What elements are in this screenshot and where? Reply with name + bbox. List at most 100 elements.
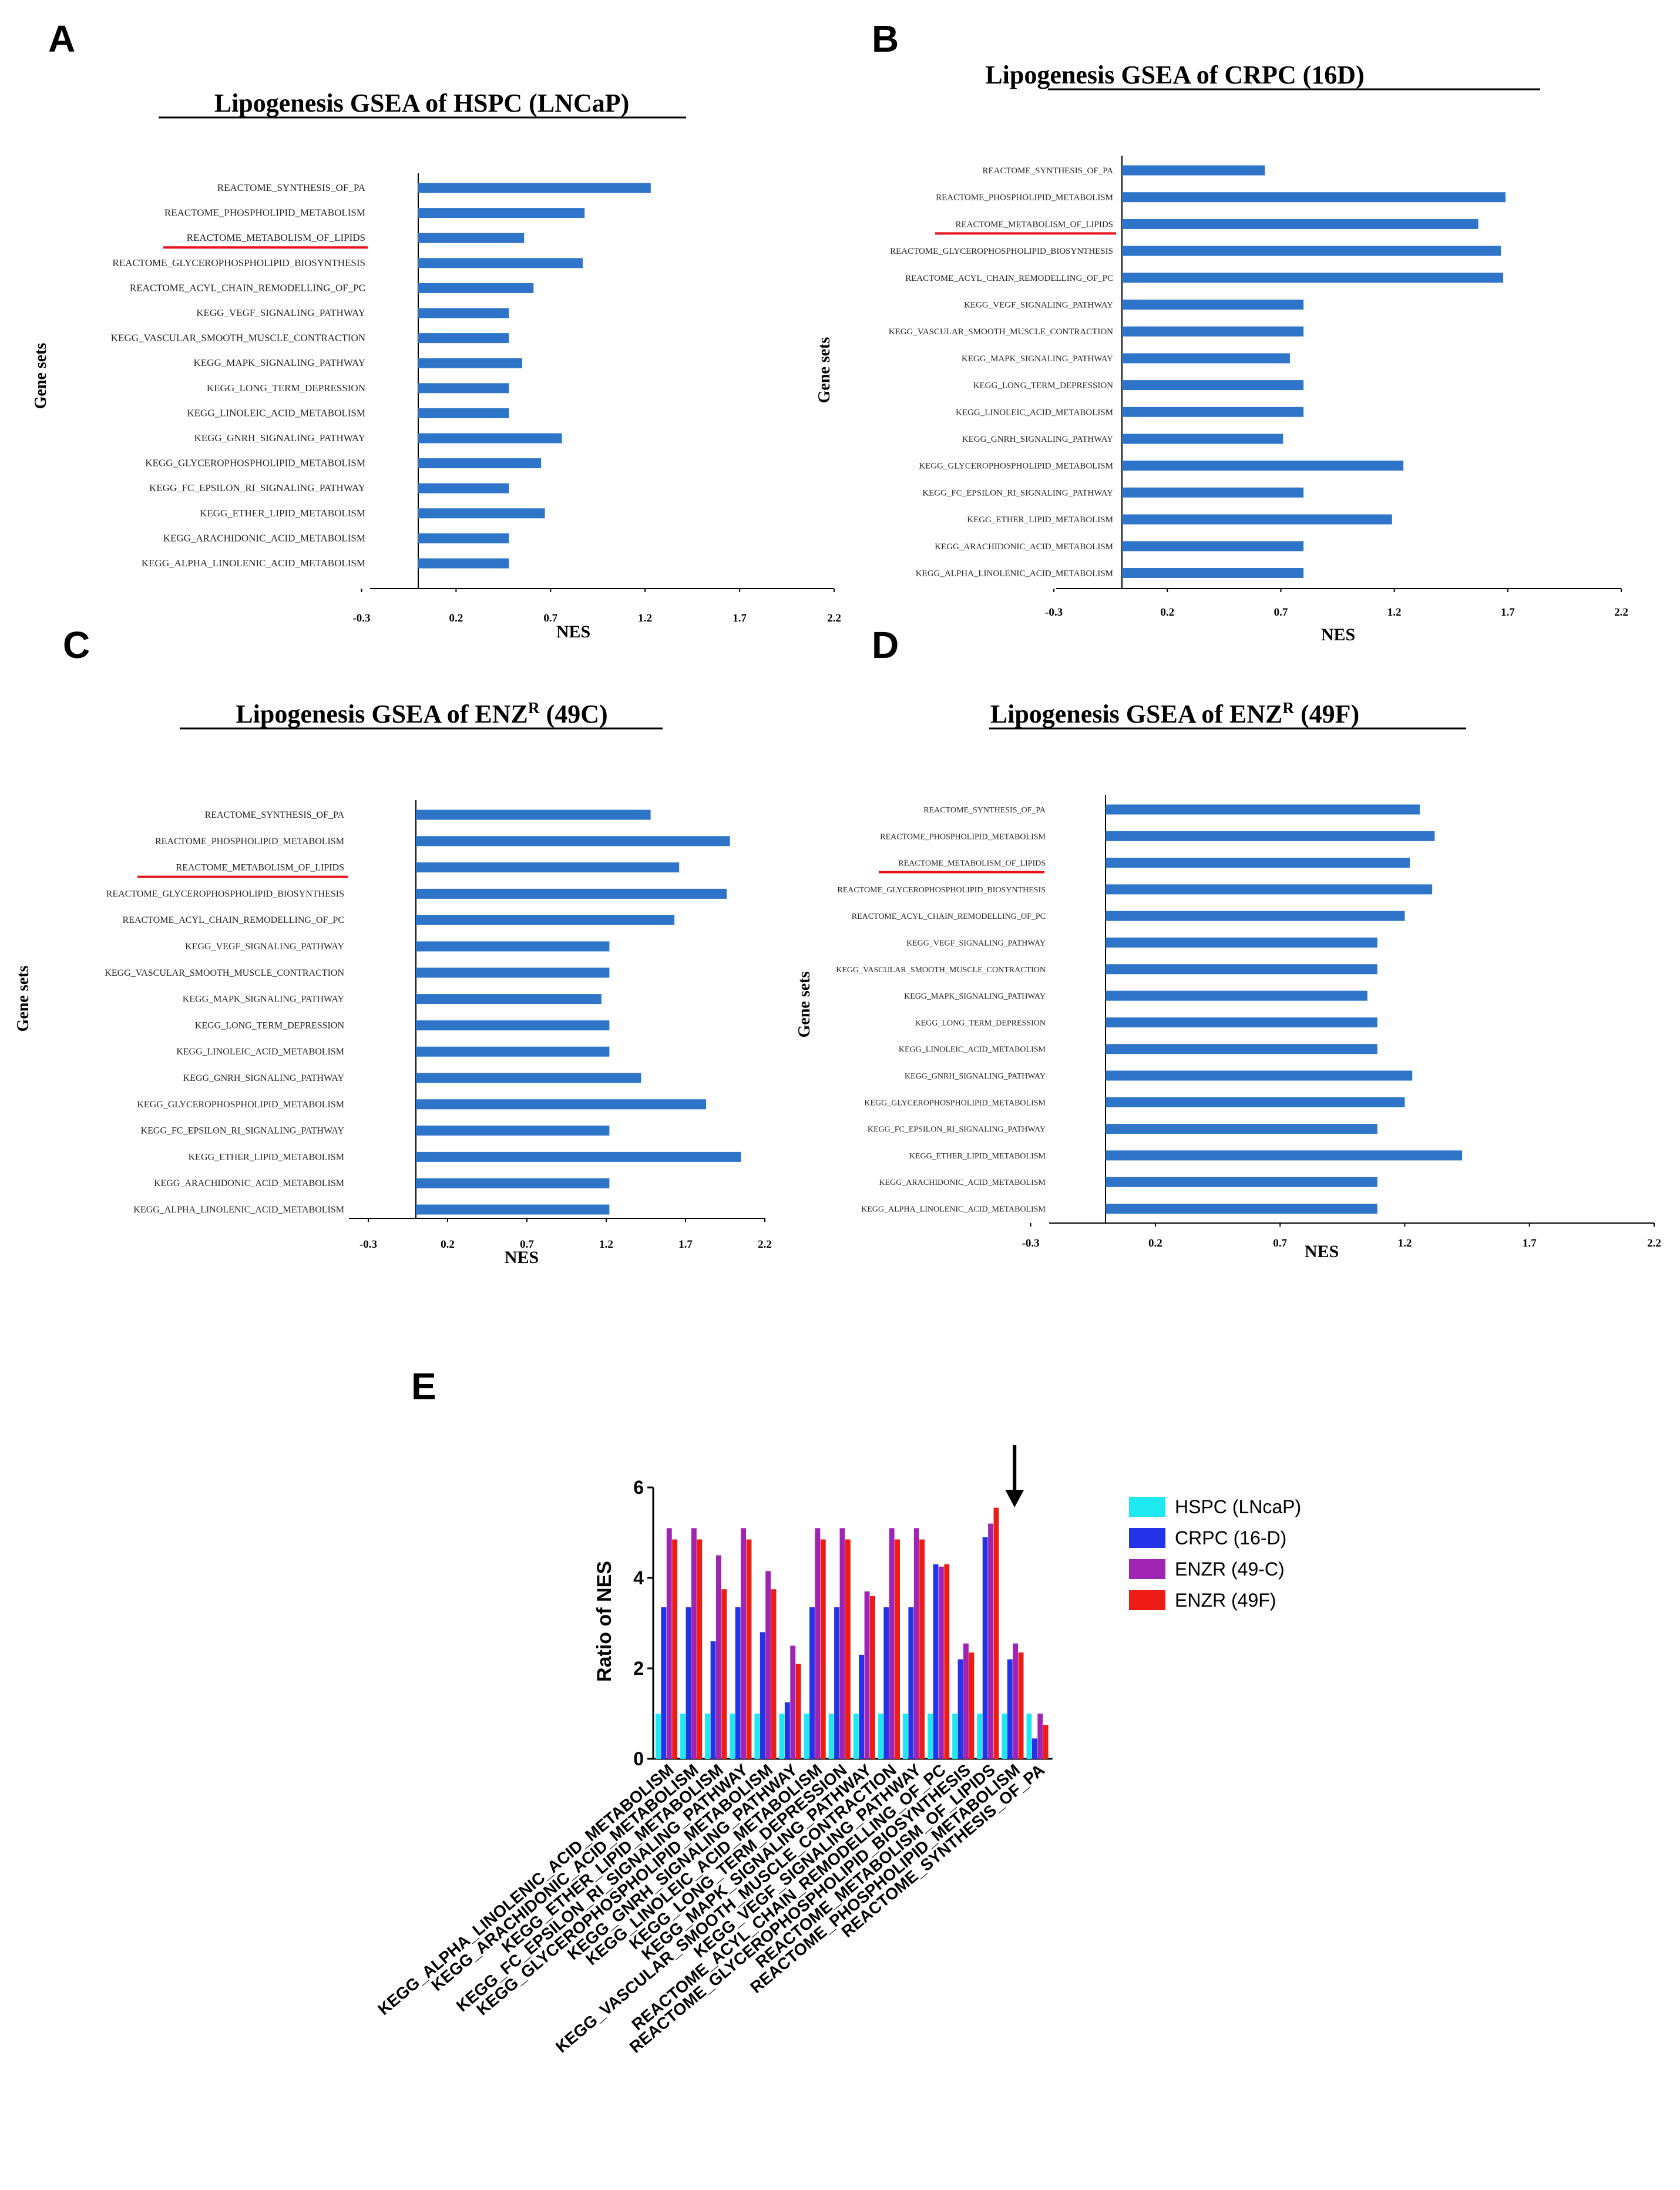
- title-part: Lipogenesis GSEA of CRPC (16D): [985, 61, 1364, 89]
- title-part: Lipogenesis GSEA of ENZ: [990, 700, 1283, 728]
- category-label: KEGG_GLYCEROPHOSPHOLIPID_METABOLISM: [864, 1099, 1046, 1107]
- category-label: KEGG_ETHER_LIPID_METABOLISM: [200, 508, 365, 519]
- category-label: KEGG_VASCULAR_SMOOTH_MUSCLE_CONTRACTION: [836, 966, 1046, 975]
- bar: [784, 1702, 790, 1759]
- bar: [1122, 541, 1304, 552]
- bar: [1106, 884, 1433, 895]
- bar: [820, 1539, 826, 1759]
- x-tick-label: 2.2: [1647, 1237, 1661, 1249]
- bar: [779, 1714, 785, 1759]
- category-label: REACTOME_SYNTHESIS_OF_PA: [205, 810, 345, 820]
- panel-letter: E: [411, 1365, 436, 1408]
- bar: [730, 1714, 735, 1759]
- bar: [1106, 1177, 1377, 1187]
- category-label: KEGG_GLYCEROPHOSPHOLIPID_METABOLISM: [919, 462, 1113, 471]
- bar: [1122, 353, 1290, 364]
- category-label: KEGG_LONG_TERM_DEPRESSION: [195, 1020, 345, 1030]
- bar: [878, 1714, 883, 1759]
- title-part: Lipogenesis GSEA of ENZ: [236, 700, 528, 728]
- bar: [416, 836, 730, 847]
- category-label: KEGG_VEGF_SIGNALING_PATHWAY: [964, 301, 1113, 310]
- bar: [765, 1571, 771, 1759]
- bar: [656, 1714, 661, 1759]
- category-label: KEGG_LINOLEIC_ACID_METABOLISM: [899, 1046, 1046, 1054]
- category-label: REACTOME_PHOSPHOLIPID_METABOLISM: [164, 207, 365, 219]
- x-tick-label: 0.2: [1148, 1237, 1162, 1249]
- bar: [680, 1714, 686, 1759]
- x-tick-label: 0.7: [520, 1238, 534, 1251]
- category-label: KEGG_VASCULAR_SMOOTH_MUSCLE_CONTRACTION: [889, 327, 1113, 337]
- bar: [418, 183, 651, 193]
- bar: [1122, 273, 1504, 283]
- panel-d: D Lipogenesis GSEA of ENZR (49F) -0.3 0.2 0.…: [795, 624, 1661, 1261]
- bar: [1106, 1150, 1463, 1161]
- bar: [1018, 1652, 1024, 1759]
- bar: [721, 1589, 727, 1759]
- bar: [686, 1607, 691, 1759]
- bar: [1106, 1124, 1377, 1134]
- panel-title: Lipogenesis GSEA of ENZR (49C): [236, 699, 607, 728]
- bar: [735, 1607, 741, 1759]
- x-tick-label: 0.2: [441, 1238, 455, 1251]
- bar: [804, 1714, 809, 1759]
- category-label: KEGG_ALPHA_LINOLENIC_ACID_METABOLISM: [133, 1205, 344, 1215]
- bar: [913, 1528, 919, 1759]
- bar: [705, 1714, 711, 1759]
- category-label: REACTOME_GLYCEROPHOSPHOLIPID_BIOSYNTHESI…: [106, 889, 344, 899]
- bar: [418, 533, 509, 543]
- bar: [944, 1564, 950, 1759]
- x-tick-label: 0.7: [1273, 1237, 1287, 1249]
- bar: [1122, 514, 1392, 525]
- bar: [418, 508, 545, 519]
- bar: [1106, 964, 1377, 975]
- category-label: KEGG_VEGF_SIGNALING_PATHWAY: [196, 307, 365, 318]
- category-label: REACTOME_METABOLISM_OF_LIPIDS: [898, 859, 1046, 868]
- legend-label: HSPC (LNcaP): [1175, 1496, 1301, 1517]
- bar: [771, 1589, 777, 1759]
- category-label: KEGG_LONG_TERM_DEPRESSION: [915, 1019, 1046, 1027]
- bar: [982, 1537, 988, 1759]
- category-label: KEGG_ALPHA_LINOLENIC_ACID_METABOLISM: [916, 569, 1113, 579]
- category-label: KEGG_ALPHA_LINOLENIC_ACID_METABOLISM: [142, 557, 365, 569]
- x-tick-label: 0.7: [1274, 606, 1288, 619]
- x-tick-label: 2.2: [758, 1238, 772, 1251]
- panel-letter: B: [872, 18, 899, 60]
- bar: [418, 233, 525, 243]
- category-label: KEGG_FC_EPSILON_RI_SIGNALING_PATHWAY: [868, 1126, 1046, 1134]
- category-label: KEGG_GLYCEROPHOSPHOLIPID_METABOLISM: [145, 458, 365, 469]
- bar: [416, 862, 680, 873]
- title-part: (49F): [1294, 700, 1359, 728]
- bar: [416, 888, 727, 899]
- bar: [416, 1073, 641, 1083]
- category-label: KEGG_ARACHIDONIC_ACID_METABOLISM: [154, 1178, 344, 1188]
- x-axis-label: NES: [505, 1248, 539, 1267]
- category-label: REACTOME_METABOLISM_OF_LIPIDS: [955, 220, 1113, 229]
- bar: [845, 1539, 851, 1759]
- title-part: (49C): [540, 700, 608, 728]
- bar: [1122, 380, 1304, 391]
- category-label: KEGG_MAPK_SIGNALING_PATHWAY: [904, 992, 1046, 1001]
- y-tick-label: 2: [633, 1658, 644, 1679]
- category-label: REACTOME_ACYL_CHAIN_REMODELLING_OF_PC: [123, 915, 345, 925]
- y-axis-label: Ratio of NES: [593, 1561, 616, 1682]
- x-tick-label: 1.7: [678, 1238, 693, 1251]
- category-label: KEGG_GNRH_SIGNALING_PATHWAY: [962, 435, 1113, 444]
- y-axis-label: Gene sets: [795, 972, 814, 1038]
- category-label: REACTOME_METABOLISM_OF_LIPIDS: [176, 863, 344, 873]
- bar: [418, 358, 522, 368]
- legend-label: ENZR (49-C): [1175, 1558, 1285, 1580]
- category-label: KEGG_VEGF_SIGNALING_PATHWAY: [185, 942, 344, 952]
- x-axis-label: NES: [556, 622, 590, 641]
- bar: [1037, 1714, 1043, 1759]
- bar: [672, 1539, 678, 1759]
- bar: [1122, 407, 1304, 417]
- bar: [839, 1528, 845, 1759]
- bar: [889, 1528, 895, 1759]
- bar: [895, 1539, 900, 1759]
- legend-swatch: [1129, 1590, 1165, 1610]
- bar: [691, 1528, 697, 1759]
- bar: [908, 1607, 914, 1759]
- bar: [815, 1528, 821, 1759]
- category-label: KEGG_FC_EPSILON_RI_SIGNALING_PATHWAY: [922, 488, 1113, 498]
